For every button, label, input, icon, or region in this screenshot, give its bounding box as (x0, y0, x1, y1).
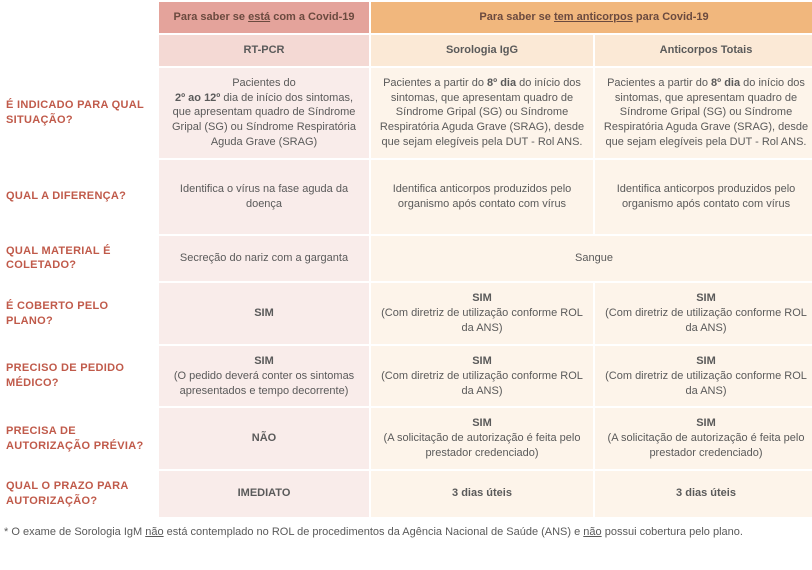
hdr-left-after: com a Covid-19 (270, 11, 354, 23)
hdr-left-under: está (248, 11, 270, 23)
row-label-pedido: PRECISO DE PEDIDO MÉDICO? (2, 346, 157, 407)
cell-r6-tot: 3 dias úteis (595, 471, 812, 517)
hdr-right-pre: Para saber se (479, 11, 554, 23)
header-main-right: Para saber se tem anticorpos para Covid-… (371, 2, 812, 33)
cell-r1-tot: Identifica anticorpos produzidos pelo or… (595, 160, 812, 234)
cell-r6-pcr: IMEDIATO (159, 471, 369, 517)
cell-r3-tot: SIM (Com diretriz de utilização conforme… (595, 283, 812, 344)
cell-r6-igg: 3 dias úteis (371, 471, 593, 517)
cell-r0-pcr: Pacientes do 2º ao 12º dia de início dos… (159, 68, 369, 158)
blank-corner (2, 2, 157, 33)
cell-r4-igg: SIM (Com diretriz de utilização conforme… (371, 346, 593, 407)
footnote-igm: * O exame de Sorologia IgM não está cont… (0, 519, 812, 544)
cell-r3-pcr: SIM (159, 283, 369, 344)
cell-r0-tot: Pacientes a partir do 8º dia do início d… (595, 68, 812, 158)
row-label-autorizacao: PRECISA DE AUTORIZAÇÃO PRÉVIA? (2, 408, 157, 469)
cell-r1-igg: Identifica anticorpos produzidos pelo or… (371, 160, 593, 234)
subheader-igg: Sorologia IgG (371, 35, 593, 66)
cell-r0-igg: Pacientes a partir do 8º dia do início d… (371, 68, 593, 158)
cell-r2-right-merged: Sangue (371, 236, 812, 282)
covid-tests-table: Para saber se está com a Covid-19 Para s… (0, 0, 812, 519)
cell-r1-pcr: Identifica o vírus na fase aguda da doen… (159, 160, 369, 234)
subheader-tot: Anticorpos Totais (595, 35, 812, 66)
hdr-left-pre: Para saber se (173, 11, 248, 23)
row-label-indicado: É INDICADO PARA QUAL SITUAÇÃO? (2, 68, 157, 158)
cell-r5-tot: SIM (A solicitação de autorização é feit… (595, 408, 812, 469)
cell-r5-pcr: NÃO (159, 408, 369, 469)
header-main-left: Para saber se está com a Covid-19 (159, 2, 369, 33)
row-label-prazo: QUAL O PRAZO PARA AUTORIZAÇÃO? (2, 471, 157, 517)
row-label-coberto: É COBERTO PELO PLANO? (2, 283, 157, 344)
hdr-right-after: para Covid-19 (633, 11, 709, 23)
cell-r4-tot: SIM (Com diretriz de utilização conforme… (595, 346, 812, 407)
row-label-material: QUAL MATERIAL É COLETADO? (2, 236, 157, 282)
subheader-pcr: RT-PCR (159, 35, 369, 66)
cell-r2-pcr: Secreção do nariz com a garganta (159, 236, 369, 282)
cell-r5-igg: SIM (A solicitação de autorização é feit… (371, 408, 593, 469)
cell-r3-igg: SIM (Com diretriz de utilização conforme… (371, 283, 593, 344)
blank-sublabel (2, 35, 157, 66)
row-label-diferenca: QUAL A DIFERENÇA? (2, 160, 157, 234)
hdr-right-under: tem anticorpos (554, 11, 633, 23)
cell-r4-pcr: SIM (O pedido deverá conter os sintomas … (159, 346, 369, 407)
